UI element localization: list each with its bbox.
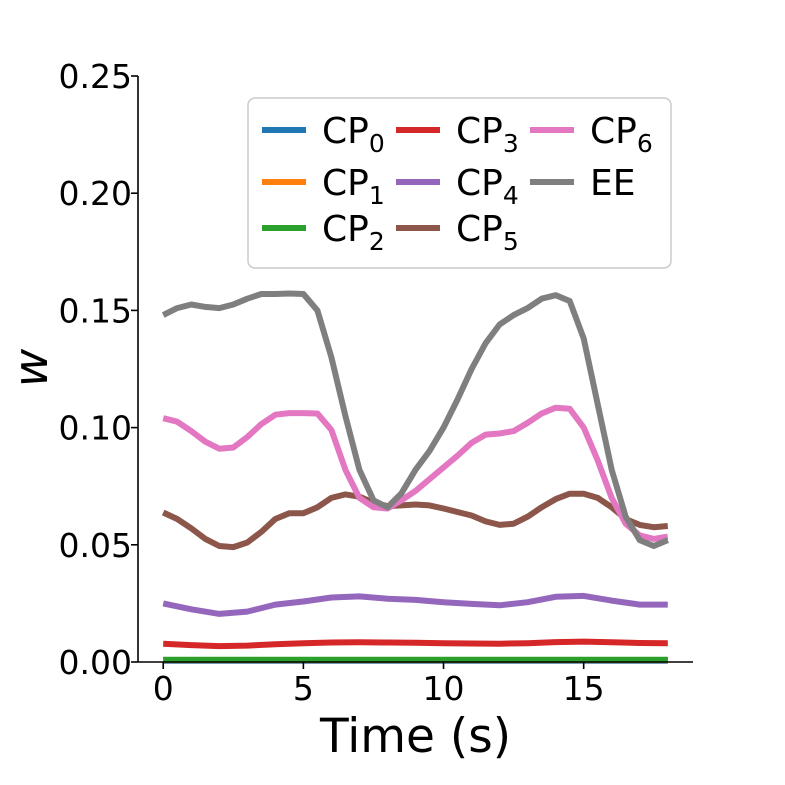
legend-box <box>247 97 672 269</box>
x-tick-label: 10 <box>423 669 465 708</box>
x-tick-label: 15 <box>563 669 605 708</box>
y-tick-label: 0.20 <box>59 174 132 213</box>
legend-label: EE <box>590 163 636 204</box>
y-axis-label: w <box>4 348 59 387</box>
series-line-cp5 <box>161 490 669 551</box>
axes: 0.00 0.05 0.10 0.15 0.20 0.25 0 5 10 15 <box>59 57 693 708</box>
series-line-ee <box>161 290 669 549</box>
y-tick-label: 0.15 <box>59 291 132 330</box>
y-tick-label: 0.05 <box>59 526 132 565</box>
y-tick-label: 0.25 <box>59 57 132 96</box>
plot-lines <box>161 290 669 664</box>
y-tick-label: 0.10 <box>59 409 132 448</box>
x-tick-label: 0 <box>153 669 174 708</box>
x-axis-label: Time (s) <box>319 709 511 764</box>
x-ticks: 0 5 10 15 <box>153 662 605 708</box>
y-ticks: 0.00 0.05 0.10 0.15 0.20 0.25 <box>59 57 138 682</box>
x-tick-label: 5 <box>293 669 314 708</box>
y-tick-label: 0.00 <box>59 643 132 682</box>
legend-label: CP1 <box>322 163 385 210</box>
series-line-cp6 <box>162 404 669 542</box>
series-line-cp4 <box>162 592 668 617</box>
series-line-cp3 <box>163 638 668 650</box>
